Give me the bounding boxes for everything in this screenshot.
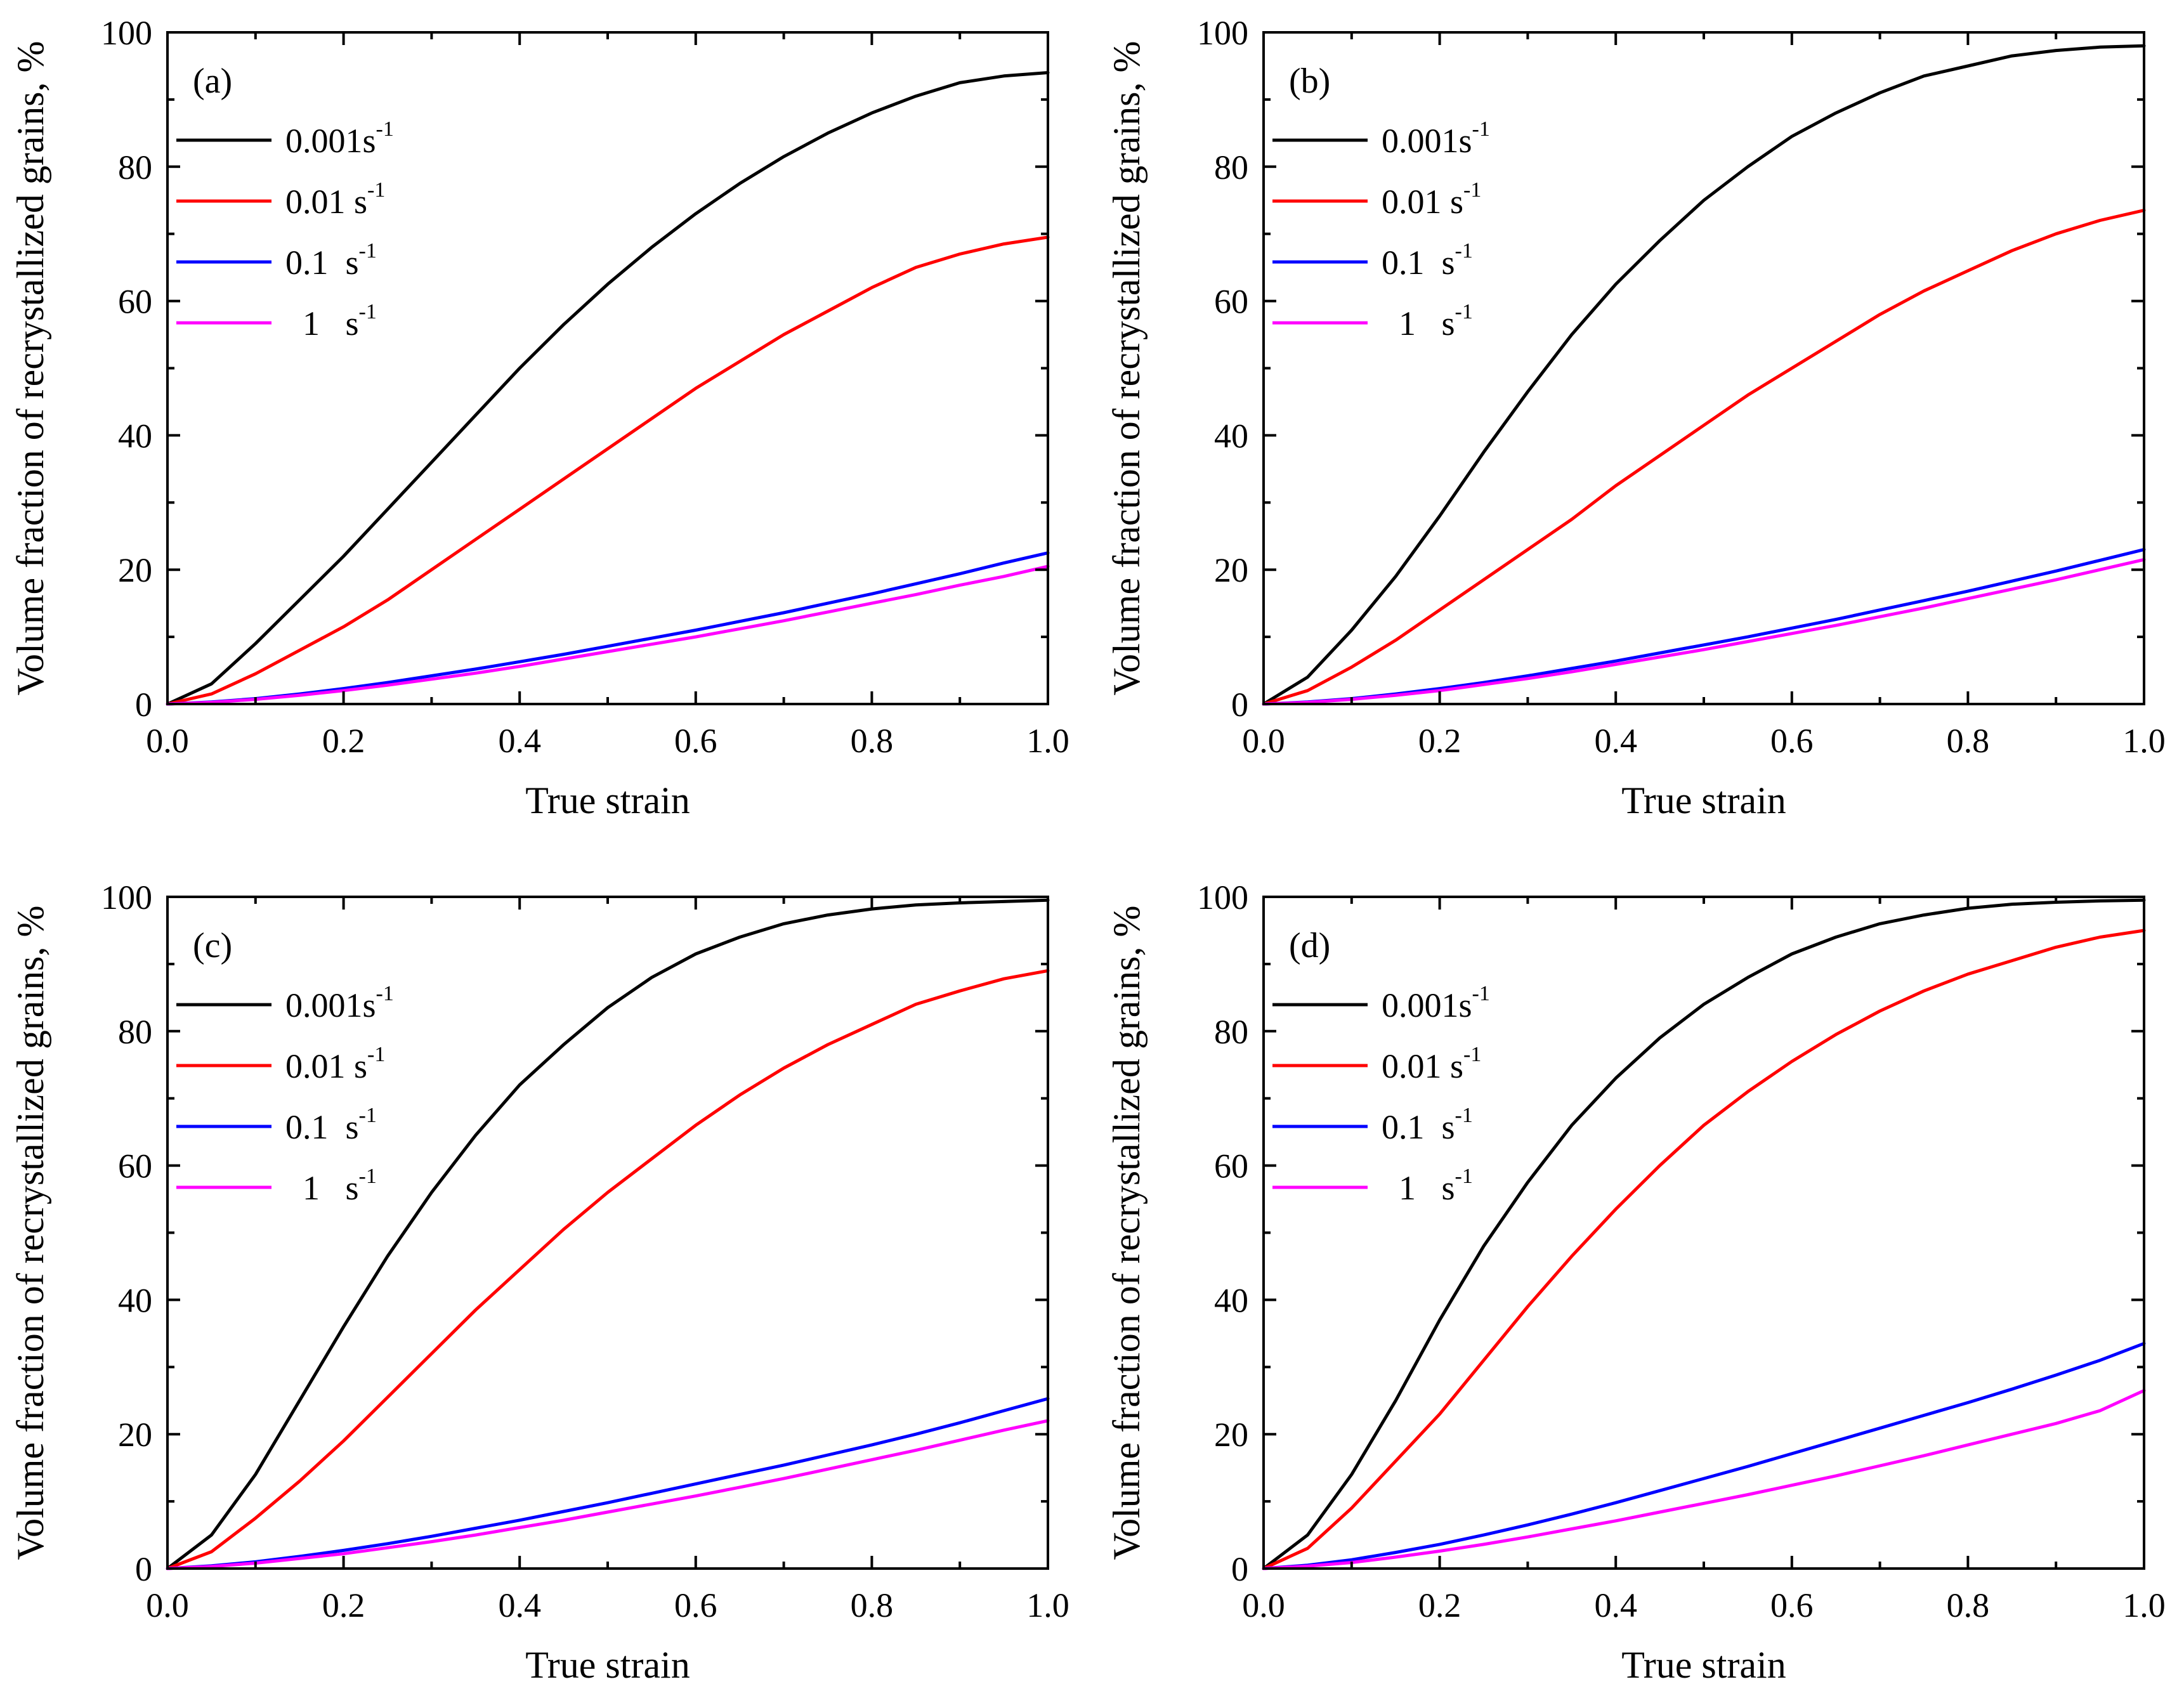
panel-b-x-tick-label: 0.4 [1594,722,1637,760]
panel-a-y-tick-label: 20 [118,551,152,589]
panel-b-legend-label-0: 0.001s-1 [1382,117,1490,160]
panel-b-series-2-line [1262,547,2146,706]
panel-c-y-tick-label: 80 [118,1013,152,1051]
panel-a-series-1-line [166,235,1050,706]
panel-c-legend-label-2: 0.1 s-1 [285,1104,377,1146]
panel-c-series-0-line [166,898,1050,1570]
panel-c-x-axis-title: True strain [525,1644,690,1686]
panel-b-panel-label: (b) [1289,62,1330,101]
panel-a-series-3-line [166,564,1050,706]
panel-d-x-axis-title: True strain [1621,1644,1786,1686]
panel-a-y-tick-label: 80 [118,148,152,186]
panel-b-y-axis-title: Volume fraction of recrystallized grains… [1106,41,1148,696]
panel-a-x-tick-label: 1.0 [1026,722,1069,760]
panel-d-series-2-line [1262,1341,2146,1570]
panel-c-x-tick-label: 0.2 [322,1586,365,1624]
panel-d-y-tick-label: 40 [1214,1281,1248,1319]
panel-c-x-tick-label: 0.0 [146,1586,189,1624]
panel-c-legend-label-0: 0.001s-1 [285,982,394,1024]
panel-d-y-tick-label: 80 [1214,1013,1248,1051]
panel-a-x-tick-label: 0.0 [146,722,189,760]
panel-c-series-1-line [166,969,1050,1570]
panel-a-y-tick-label: 100 [101,14,152,52]
panel-b-series-1-line [1262,209,2146,706]
panel-d-x-tick-label: 0.6 [1770,1586,1814,1624]
panel-a-panel-label: (a) [193,62,232,101]
panel-b-x-tick-label: 0.2 [1418,722,1461,760]
panel-b-x-tick-label: 1.0 [2122,722,2166,760]
panel-b-x-tick-label: 0.8 [1947,722,1990,760]
panel-b-y-tick-label: 80 [1214,148,1248,186]
panel-a-x-tick-label: 0.2 [322,722,365,760]
panel-a-y-tick-label: 0 [135,686,152,724]
panel-c-panel-label: (c) [193,926,232,965]
panel-d-series-0-line [1262,898,2146,1570]
panel-d-y-tick-label: 60 [1214,1147,1248,1185]
panel-a-x-axis-title: True strain [525,780,690,821]
panel-a-y-axis-title: Volume fraction of recrystallized grains… [10,41,51,696]
panel-a-x-tick-label: 0.8 [851,722,894,760]
panel-b-legend-label-1: 0.01 s-1 [1382,178,1481,221]
panel-a: 0.0 0.2 0.4 0.6 0.8 1.0 0 20 40 60 80 100 True strai… [10,14,1069,821]
panel-a-legend-label-1: 0.01 s-1 [285,178,385,221]
panel-a-y-tick-label: 40 [118,417,152,455]
panel-c-x-tick-label: 0.6 [674,1586,717,1624]
panel-c-legend-label-1: 0.01 s-1 [285,1043,385,1085]
panel-a-series-2-line [166,551,1050,706]
panel-d-series-3-line [1262,1388,2146,1570]
panel-d-y-tick-label: 100 [1197,878,1248,917]
panel-b-series-3-line [1262,558,2146,706]
panel-a-legend-label-2: 0.1 s-1 [285,239,377,282]
panel-c-y-tick-label: 40 [118,1281,152,1319]
panel-c-y-tick-label: 60 [118,1147,152,1185]
panel-c-legend-label-3: 1 s-1 [285,1165,377,1207]
panel-d: 0.0 0.2 0.4 0.6 0.8 1.0 0 20 40 60 80 100 True strai… [1106,878,2166,1686]
panel-d-x-tick-label: 0.2 [1418,1586,1461,1624]
panel-c-x-tick-label: 0.8 [851,1586,894,1624]
panel-d-legend-label-3: 1 s-1 [1382,1165,1473,1207]
panel-d-x-tick-label: 0.4 [1594,1586,1637,1624]
panel-c-x-tick-label: 1.0 [1026,1586,1069,1624]
panel-c-y-tick-label: 20 [118,1416,152,1454]
panel-a-x-tick-label: 0.6 [674,722,717,760]
panel-b-y-tick-label: 0 [1231,686,1248,724]
panel-b-series-0-line [1262,44,2146,706]
panel-d-panel-label: (d) [1289,926,1330,965]
panel-a-y-tick-label: 60 [118,283,152,321]
panel-d-legend-label-0: 0.001s-1 [1382,982,1490,1024]
panel-b-legend-label-3: 1 s-1 [1382,300,1473,343]
panel-b-y-tick-label: 20 [1214,551,1248,589]
panel-a-legend-label-0: 0.001s-1 [285,117,394,160]
panel-d-y-tick-label: 0 [1231,1550,1248,1588]
panel-d-x-tick-label: 0.8 [1947,1586,1990,1624]
panel-c-y-tick-label: 0 [135,1550,152,1588]
panel-b-legend-label-2: 0.1 s-1 [1382,239,1473,282]
panel-c-y-axis-title: Volume fraction of recrystallized grains… [10,906,51,1560]
panel-d-y-tick-label: 20 [1214,1416,1248,1454]
panel-d-series-1-line [1262,929,2146,1570]
panel-b-y-tick-label: 60 [1214,283,1248,321]
panel-b-x-axis-title: True strain [1621,780,1786,821]
panel-b-x-tick-label: 0.6 [1770,722,1814,760]
panel-a-series-0-line [166,71,1050,706]
panel-c-y-tick-label: 100 [101,878,152,917]
panel-c-series-3-line [166,1419,1050,1570]
panel-d-x-tick-label: 0.0 [1242,1586,1285,1624]
panel-c-x-tick-label: 0.4 [498,1586,541,1624]
panel-c: 0.0 0.2 0.4 0.6 0.8 1.0 0 20 40 60 80 100 True strai… [10,878,1069,1686]
panel-b: 0.0 0.2 0.4 0.6 0.8 1.0 0 20 40 60 80 100 True strai… [1106,14,2166,821]
panel-d-y-axis-title: Volume fraction of recrystallized grains… [1106,906,1148,1560]
panel-b-y-tick-label: 100 [1197,14,1248,52]
panel-b-x-tick-label: 0.0 [1242,722,1285,760]
panel-a-x-tick-label: 0.4 [498,722,541,760]
panel-a-legend-label-3: 1 s-1 [285,300,377,343]
panel-c-series-2-line [166,1397,1050,1570]
panel-b-y-tick-label: 40 [1214,417,1248,455]
panel-d-legend-label-1: 0.01 s-1 [1382,1043,1481,1085]
panel-d-legend-label-2: 0.1 s-1 [1382,1104,1473,1146]
panel-d-x-tick-label: 1.0 [2122,1586,2166,1624]
